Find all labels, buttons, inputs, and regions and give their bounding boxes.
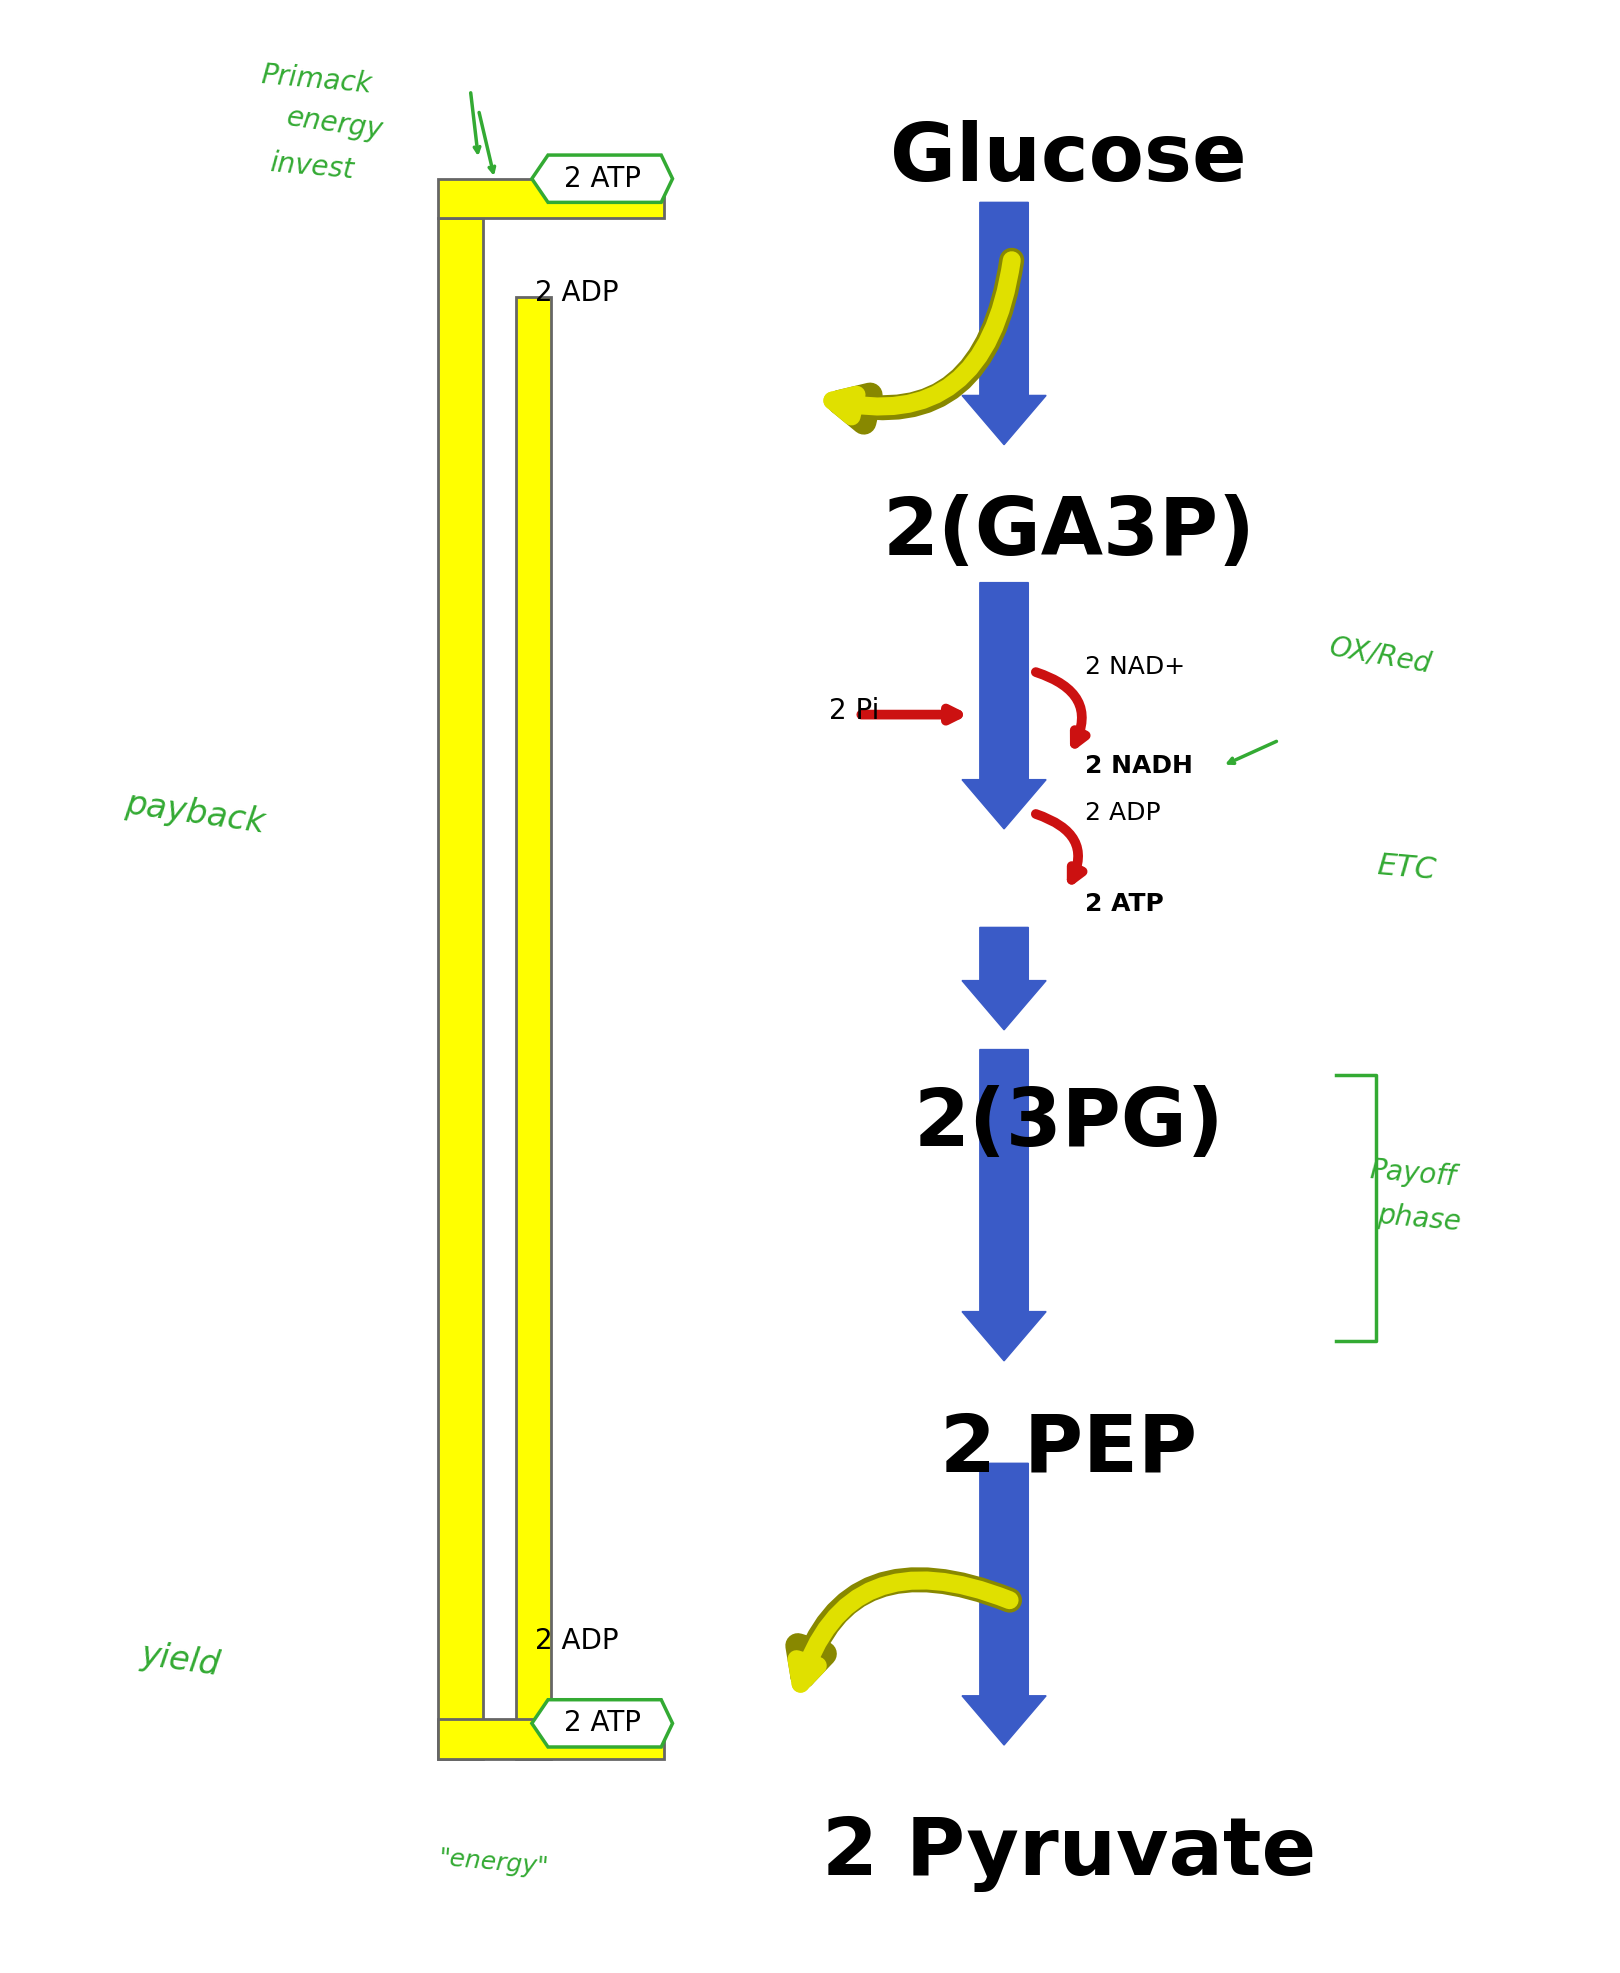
Text: 2(GA3P): 2(GA3P) xyxy=(883,495,1256,572)
Text: 2 ADP: 2 ADP xyxy=(1085,801,1160,825)
Text: 2 NAD+: 2 NAD+ xyxy=(1085,655,1186,679)
FancyArrow shape xyxy=(962,582,1047,829)
Polygon shape xyxy=(531,156,672,203)
Text: yield: yield xyxy=(139,1638,222,1683)
Text: "energy": "energy" xyxy=(437,1847,551,1880)
FancyArrowPatch shape xyxy=(862,708,957,720)
Bar xyxy=(437,219,483,1758)
FancyArrowPatch shape xyxy=(797,1580,1009,1683)
Text: 2 NADH: 2 NADH xyxy=(1085,754,1192,777)
Text: 2 PEP: 2 PEP xyxy=(940,1411,1197,1488)
FancyArrowPatch shape xyxy=(839,260,1012,422)
Text: 2 Pi: 2 Pi xyxy=(829,696,880,724)
FancyArrow shape xyxy=(962,927,1047,1030)
Text: 2 ADP: 2 ADP xyxy=(535,1626,619,1655)
Text: 2 ATP: 2 ATP xyxy=(564,1709,642,1738)
Bar xyxy=(437,1718,664,1758)
Text: energy: energy xyxy=(285,103,384,144)
Text: Glucose: Glucose xyxy=(891,120,1247,197)
FancyArrow shape xyxy=(962,203,1047,444)
FancyArrowPatch shape xyxy=(1035,815,1082,880)
FancyArrowPatch shape xyxy=(797,1580,1009,1677)
Text: 2 ADP: 2 ADP xyxy=(535,278,619,308)
Text: Payoff: Payoff xyxy=(1367,1156,1456,1192)
Text: Primack: Primack xyxy=(261,61,374,99)
FancyArrow shape xyxy=(962,1464,1047,1744)
Text: 2(3PG): 2(3PG) xyxy=(914,1085,1225,1164)
FancyArrow shape xyxy=(962,1050,1047,1361)
Bar xyxy=(437,180,664,219)
Text: 2 ATP: 2 ATP xyxy=(1085,892,1163,915)
Text: OX/Red: OX/Red xyxy=(1327,633,1434,679)
Text: phase: phase xyxy=(1375,1202,1461,1237)
Text: payback: payback xyxy=(123,787,267,839)
Polygon shape xyxy=(531,1699,672,1746)
Text: ETC: ETC xyxy=(1375,850,1437,886)
Text: 2 ATP: 2 ATP xyxy=(564,164,642,193)
FancyArrowPatch shape xyxy=(1035,673,1085,744)
Text: invest: invest xyxy=(269,150,355,185)
Bar xyxy=(515,296,551,1758)
FancyArrowPatch shape xyxy=(833,260,1012,416)
Text: 2 Pyruvate: 2 Pyruvate xyxy=(821,1815,1315,1892)
